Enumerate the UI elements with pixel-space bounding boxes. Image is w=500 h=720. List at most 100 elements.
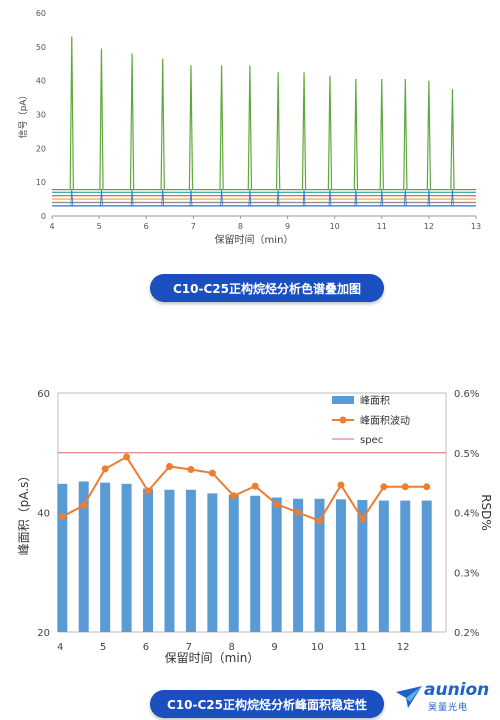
rsd-point: [208, 469, 216, 477]
y2-tick-label: 0.4%: [454, 509, 479, 520]
y-tick-label: 30: [36, 111, 46, 120]
rsd-point: [80, 501, 88, 509]
chromatogram-peak: [247, 65, 253, 190]
chromatogram-peak-base: [189, 189, 193, 206]
bottom-caption-text: C10-C25正构烷烃分析峰面积稳定性: [167, 697, 367, 712]
peak-area-bar: [164, 489, 175, 632]
rsd-point: [337, 481, 345, 489]
aunion-logo: aunion 昊量光电: [394, 680, 494, 714]
y-tick-label: 60: [37, 389, 50, 400]
legend-label-spec: spec: [360, 435, 383, 446]
x-tick-label: 10: [330, 222, 340, 231]
chromatogram-peak-base: [220, 189, 223, 206]
peak-area-bar: [271, 497, 282, 632]
peak-area-bar: [207, 493, 218, 632]
x-tick-label: 7: [191, 222, 196, 231]
chromatogram-peak: [275, 72, 281, 190]
rsd-line: [61, 455, 427, 523]
rsd-point: [423, 483, 431, 491]
chromatogram-peak-base: [248, 189, 252, 206]
chromatogram-peak-base: [100, 189, 103, 206]
logo-mark-icon: [396, 686, 422, 708]
y-tick-label: 20: [37, 628, 50, 639]
rsd-point: [58, 513, 66, 521]
legend-label-line: 峰面积波动: [360, 414, 410, 427]
chromatogram-peak: [129, 53, 135, 190]
y2-tick-label: 0.2%: [454, 628, 479, 639]
y-tick-label: 0: [41, 212, 46, 221]
x-tick-label: 5: [100, 642, 106, 653]
chromatogram-peak-base: [130, 189, 134, 206]
x-tick-label: 4: [49, 222, 54, 231]
chromatogram-peak: [450, 89, 455, 190]
rsd-point: [123, 453, 131, 461]
chromatogram-peak: [327, 75, 333, 190]
rsd-point: [144, 487, 152, 495]
peak-area-bar: [421, 500, 432, 632]
chromatogram-panel: 0 10 20 30 40 50 60 4 5 6 7 8 9 10 11 12 13 保留时间（min） 信号（p…: [0, 0, 500, 260]
peak-area-bar: [57, 483, 68, 632]
y-tick-label: 20: [36, 144, 46, 153]
x-tick-label: 10: [311, 642, 324, 653]
y-axis-label: 信号（pA）: [17, 91, 29, 139]
x-tick-label: 8: [228, 642, 234, 653]
rsd-point: [165, 462, 173, 470]
y-tick-label: 50: [36, 43, 46, 52]
rsd-point: [401, 483, 409, 491]
bottom-caption: C10-C25正构烷烃分析峰面积稳定性: [150, 690, 384, 718]
peak-area-bar: [250, 495, 261, 632]
rsd-point: [358, 515, 366, 523]
logo-name: aunion: [424, 680, 490, 700]
chromatogram-peak: [426, 80, 432, 190]
peak-area-bar: [228, 494, 239, 632]
chromatogram-peak-base: [328, 189, 332, 206]
x-tick-label: 9: [271, 642, 277, 653]
chromatogram-chart: 0 10 20 30 40 50 60 4 5 6 7 8 9 10 11 12 13 保留时间（min） 信号（p…: [17, 9, 481, 246]
chromatogram-peak-base: [427, 189, 431, 206]
legend-marker-line: [339, 416, 347, 424]
x-tick-label: 9: [285, 222, 290, 231]
peak-area-bar: [357, 499, 368, 632]
chromatogram-peak: [219, 65, 224, 190]
rsd-point: [251, 482, 259, 490]
rsd-point: [273, 500, 281, 508]
chromatogram-peak-base: [161, 189, 165, 206]
x-tick-label: 11: [354, 642, 367, 653]
peak-area-bar: [100, 482, 111, 632]
peak-area-chart: 20 40 60 0.2% 0.3% 0.4% 0.5% 0.6% 4 5 6 7 8 9 10 11 12 保留…: [17, 389, 493, 665]
chromatogram-peak-base: [380, 189, 384, 206]
chromatogram-peak: [99, 48, 104, 190]
peak-area-bar: [293, 498, 304, 632]
x-tick-label: 13: [471, 222, 481, 231]
y-tick-label: 40: [36, 77, 46, 86]
chromatogram-peak: [301, 72, 307, 190]
x-axis-label: 保留时间（min）: [215, 233, 294, 246]
chromatogram-peak-base: [354, 189, 358, 206]
chromatogram-peak-base: [70, 189, 74, 206]
chromatogram-peak: [403, 78, 408, 190]
peak-area-bar: [335, 499, 346, 632]
rsd-point: [101, 465, 109, 473]
x-tick-label: 12: [397, 642, 410, 653]
peak-area-bar: [143, 488, 154, 632]
y2-tick-label: 0.3%: [454, 568, 479, 579]
chromatogram-peak: [188, 65, 194, 190]
y2-tick-label: 0.5%: [454, 449, 479, 460]
x-axis-label: 保留时间（min）: [165, 651, 260, 665]
y-tick-label: 40: [37, 509, 50, 520]
chromatogram-peak: [353, 78, 359, 190]
x-tick-label: 12: [424, 222, 434, 231]
peak-area-bar: [400, 500, 411, 632]
chromatogram-peak: [160, 58, 165, 190]
rsd-point: [294, 509, 302, 516]
top-caption-text: C10-C25正构烷烃分析色谱叠加图: [173, 281, 361, 296]
x-tick-label: 6: [143, 642, 149, 653]
y2-axis-label: RSD%: [479, 494, 493, 531]
x-tick-label: 8: [238, 222, 243, 231]
peak-area-bar: [378, 500, 389, 632]
peak-area-bar: [314, 498, 325, 632]
x-tick-label: 7: [186, 642, 192, 653]
y-tick-label: 60: [36, 9, 46, 18]
chromatogram-peak-base: [403, 189, 407, 206]
legend-swatch-bars: [332, 396, 354, 404]
